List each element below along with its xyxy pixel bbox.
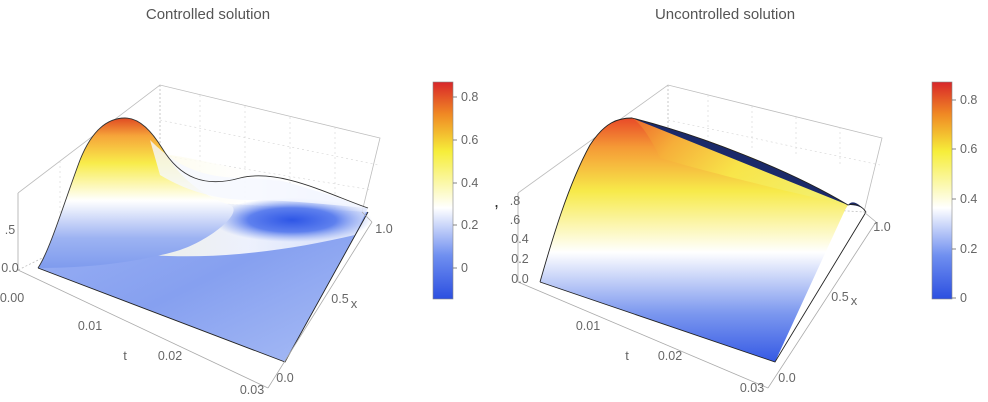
uncontrolled-x-label: x xyxy=(851,293,858,308)
uncontrolled-z-tick: 0.0 xyxy=(511,272,528,286)
uncontrolled-cb-tick: 0.8 xyxy=(960,93,977,107)
uncontrolled-t-tick: 0.01 xyxy=(576,319,600,333)
uncontrolled-cb-tick: 0 xyxy=(960,291,967,305)
controlled-x-axis: 0.0 0.5 1.0 x xyxy=(276,222,392,385)
controlled-x-tick: 0.0 xyxy=(276,371,293,385)
uncontrolled-x-axis: 0.0 0.5 1.0 x xyxy=(778,220,890,385)
controlled-t-tick: 0.03 xyxy=(240,383,264,397)
controlled-cb-tick: 0.8 xyxy=(461,90,478,104)
controlled-t-axis: 0.00 0.01 0.02 0.03 t xyxy=(0,291,264,397)
controlled-z-tick: .5 xyxy=(5,223,15,237)
controlled-cb-tick: 0.2 xyxy=(461,218,478,232)
uncontrolled-colorbar: 0 0.2 0.4 0.6 0.8 xyxy=(931,81,977,305)
uncontrolled-z-tick: 0.2 xyxy=(511,252,528,266)
controlled-cb-tick: 0.6 xyxy=(461,133,478,147)
separator-comma: , xyxy=(494,191,499,211)
controlled-x-tick: 1.0 xyxy=(375,222,392,236)
controlled-colorbar: 0 0.2 0.4 0.6 0.8 xyxy=(432,81,478,300)
uncontrolled-z-tick: .6 xyxy=(510,213,520,227)
uncontrolled-z-axis: 0.0 0.2 0.4 .6 .8 xyxy=(510,194,529,286)
uncontrolled-cb-tick: 0.2 xyxy=(960,242,977,256)
uncontrolled-x-tick: 0.5 xyxy=(831,290,848,304)
controlled-x-label: x xyxy=(351,296,358,311)
uncontrolled-title: Uncontrolled solution xyxy=(655,6,795,23)
uncontrolled-x-tick: 1.0 xyxy=(873,220,890,234)
controlled-x-tick: 0.5 xyxy=(331,292,348,306)
controlled-t-tick: 0.02 xyxy=(158,349,182,363)
uncontrolled-chart: Uncontrolled solution 0.01 xyxy=(510,6,978,395)
uncontrolled-cb-tick: 0.6 xyxy=(960,142,977,156)
controlled-title: Controlled solution xyxy=(146,6,270,23)
controlled-t-tick: 0.01 xyxy=(78,319,102,333)
uncontrolled-front-box xyxy=(517,193,877,389)
uncontrolled-colorbar-bar xyxy=(931,81,953,300)
uncontrolled-t-tick: 0.03 xyxy=(740,381,764,395)
uncontrolled-z-tick: 0.4 xyxy=(511,232,528,246)
uncontrolled-cb-tick: 0.4 xyxy=(960,192,977,206)
uncontrolled-z-tick: .8 xyxy=(510,194,520,208)
uncontrolled-x-tick: 0.0 xyxy=(778,371,795,385)
controlled-surface xyxy=(37,117,372,363)
controlled-chart: Controlled solution xyxy=(0,6,478,397)
controlled-front-box xyxy=(17,193,373,389)
controlled-colorbar-bar xyxy=(432,81,454,300)
controlled-z-axis: 0.0 .5 xyxy=(1,223,18,275)
controlled-t-tick: 0.00 xyxy=(0,291,24,305)
controlled-t-label: t xyxy=(123,348,127,363)
uncontrolled-t-axis: 0.01 0.02 0.03 t xyxy=(576,319,764,395)
uncontrolled-t-label: t xyxy=(625,348,629,363)
uncontrolled-surface xyxy=(539,117,867,363)
uncontrolled-t-tick: 0.02 xyxy=(658,349,682,363)
controlled-cb-tick: 0.4 xyxy=(461,176,478,190)
controlled-z-tick: 0.0 xyxy=(1,261,18,275)
controlled-cb-tick: 0 xyxy=(461,261,468,275)
